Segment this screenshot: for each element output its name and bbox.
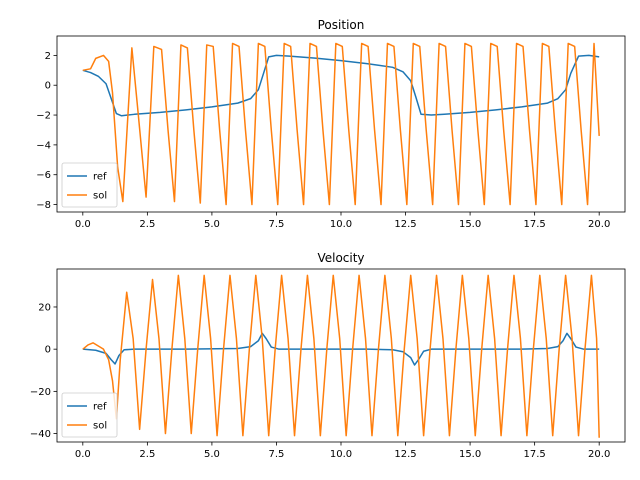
velocity-legend-label-ref: ref	[93, 402, 107, 413]
velocity-xtick-label: 5.0	[204, 449, 220, 460]
position-ytick-label: 0	[45, 81, 51, 92]
position-xtick-label: 10.0	[330, 219, 352, 230]
velocity-title: Velocity	[317, 251, 364, 265]
position-xtick-label: 15.0	[459, 219, 481, 230]
velocity-ytick-label: 0	[45, 345, 51, 356]
velocity-xtick-label: 0.0	[75, 449, 91, 460]
velocity-chart: 0.0 2.5 5.0 7.5 10.0 12.5 15.0 17.5 20.0 −40 −20 0 2…	[30, 251, 626, 460]
velocity-xtick-label: 17.5	[524, 449, 546, 460]
velocity-xtick-label: 15.0	[459, 449, 481, 460]
velocity-xtick-label: 7.5	[269, 449, 285, 460]
position-legend-label-sol: sol	[93, 191, 107, 202]
velocity-xtick-label: 10.0	[330, 449, 352, 460]
velocity-ytick-label: −20	[30, 387, 51, 398]
position-ytick-label: −4	[36, 140, 51, 151]
position-ytick-label: 2	[45, 51, 51, 62]
velocity-xtick-label: 2.5	[139, 449, 155, 460]
position-xtick-label: 12.5	[394, 219, 416, 230]
velocity-legend: ref sol	[61, 392, 118, 438]
position-xtick-label: 5.0	[204, 219, 220, 230]
velocity-series-sol-line	[82, 274, 600, 438]
position-chart: 0.0 2.5 5.0 7.5 10.0 12.5 15.0 17.5 20.0 −8 −6 −4 −2…	[36, 18, 626, 230]
velocity-legend-label-sol: sol	[93, 421, 107, 432]
position-ytick-label: −2	[36, 111, 51, 122]
position-legend-label-ref: ref	[93, 172, 107, 183]
position-series-sol-line	[82, 42, 600, 206]
position-xtick-label: 7.5	[269, 219, 285, 230]
velocity-xtick-label: 12.5	[394, 449, 416, 460]
position-xtick-label: 20.0	[588, 219, 610, 230]
position-title: Position	[318, 18, 365, 32]
position-series-ref-line	[82, 54, 600, 117]
velocity-ytick-label: 20	[38, 302, 51, 313]
position-ytick-label: −8	[36, 200, 51, 211]
position-xtick-label: 17.5	[524, 219, 546, 230]
velocity-xtick-label: 20.0	[588, 449, 610, 460]
velocity-ytick-label: −40	[30, 429, 51, 440]
position-legend: ref sol	[61, 162, 118, 208]
position-ytick-label: −6	[36, 170, 51, 181]
position-xtick-label: 2.5	[139, 219, 155, 230]
position-xtick-label: 0.0	[75, 219, 91, 230]
